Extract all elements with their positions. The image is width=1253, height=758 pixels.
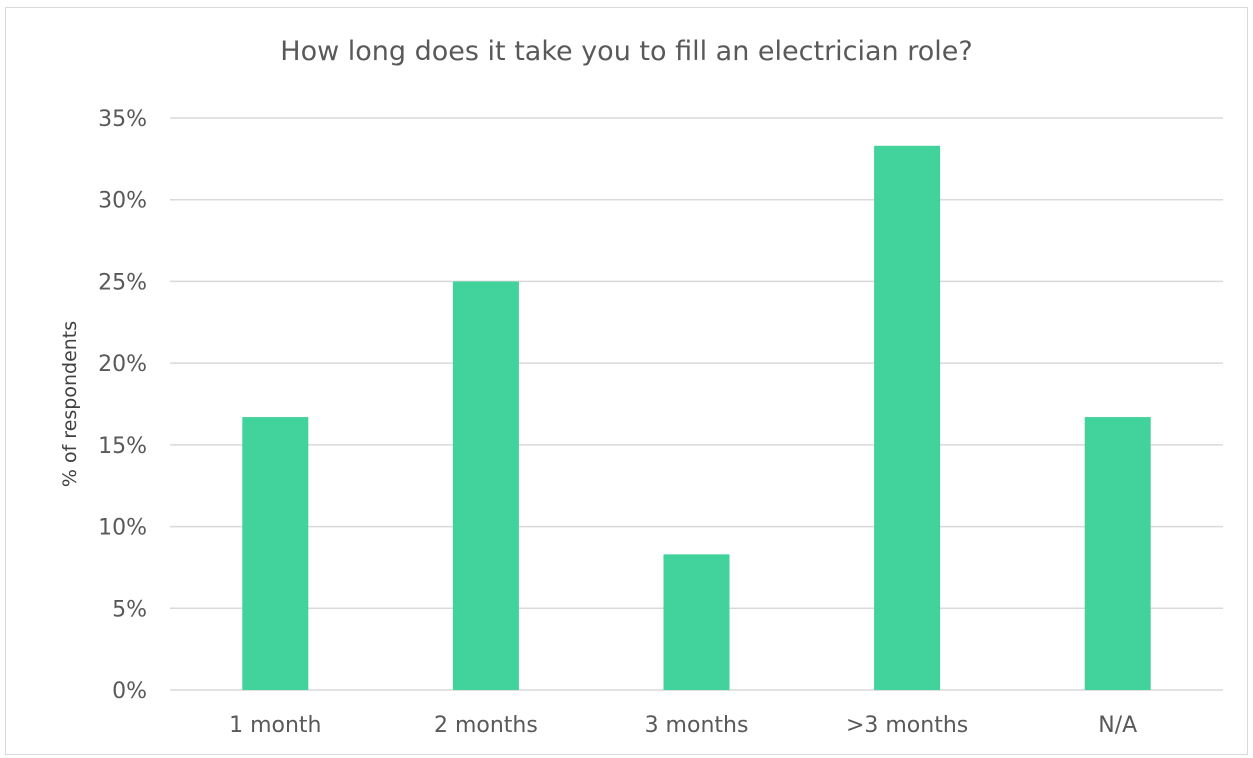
y-tick-label: 0%: [112, 679, 147, 704]
bar-2-months: [452, 281, 519, 690]
y-tick-label: 15%: [98, 434, 147, 459]
y-tick-label: 35%: [98, 107, 147, 132]
bar-3-months: [874, 145, 941, 691]
y-tick-label: 25%: [98, 270, 147, 295]
bar-n-a: [1084, 417, 1151, 690]
x-tick-label: N/A: [1098, 713, 1137, 738]
x-tick-label: 3 months: [645, 713, 749, 738]
gridlines: [170, 117, 1223, 691]
bars: [242, 145, 1151, 691]
bar-3-months: [663, 554, 730, 690]
y-tick-labels: 0% 5% 10% 15% 20% 25% 30% 35%: [98, 107, 147, 704]
x-tick-labels: 1 month 2 months 3 months >3 months N/A: [229, 713, 1137, 738]
chart-frame: [5, 7, 1248, 755]
y-tick-label: 5%: [112, 597, 147, 622]
y-tick-label: 30%: [98, 189, 147, 214]
y-tick-label: 20%: [98, 352, 147, 377]
y-tick-label: 10%: [98, 516, 147, 541]
x-tick-label: 1 month: [229, 713, 321, 738]
x-tick-label: >3 months: [846, 713, 968, 738]
chart-title: How long does it take you to fill an ele…: [280, 36, 973, 67]
x-tick-label: 2 months: [434, 713, 538, 738]
bar-1-month: [242, 417, 309, 690]
